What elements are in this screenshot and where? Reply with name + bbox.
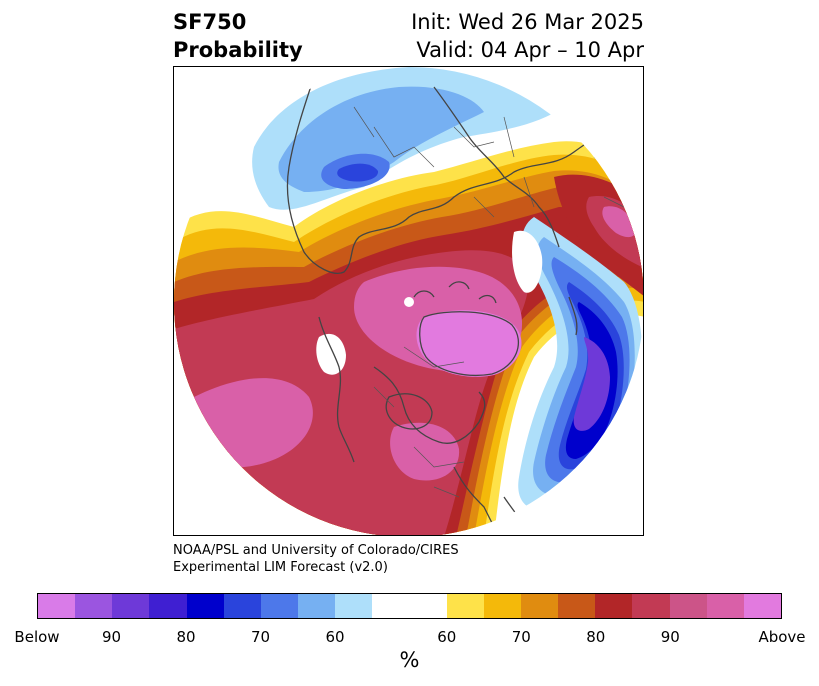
- colorbar-segment: [372, 594, 447, 618]
- init-date: Init: Wed 26 Mar 2025: [411, 10, 644, 34]
- coast-greenland: [419, 311, 520, 377]
- colorbar-unit: %: [399, 648, 420, 672]
- chart-title: SF750 Probability: [173, 8, 303, 64]
- coastlines: [286, 76, 635, 535]
- border-lines-central: [373, 346, 465, 498]
- colorbar-segment: [186, 594, 224, 618]
- coast-europe: [433, 86, 560, 248]
- border-lines-north: [353, 106, 535, 218]
- colorbar-segment: [335, 594, 373, 618]
- credit-text: NOAA/PSL and University of Colorado/CIRE…: [173, 542, 459, 576]
- probability-map: [173, 66, 644, 536]
- coast-eurasia: [286, 76, 635, 274]
- colorbar-segment: [298, 594, 336, 618]
- coast-northamerica: [373, 366, 486, 444]
- coast-alaska: [318, 316, 355, 463]
- colorbar-segment: [669, 594, 707, 618]
- below-normal-east: [518, 217, 643, 511]
- colorbar-ticks: Below 90 80 70 60 60 70 80 90 Above: [0, 628, 819, 648]
- coast-hudson: [385, 393, 433, 430]
- colorbar-tick-label: 80: [586, 628, 606, 646]
- colorbar-segment: [706, 594, 744, 618]
- title-variable: SF750: [173, 10, 247, 34]
- credit-line-2: Experimental LIM Forecast (v2.0): [173, 560, 388, 575]
- colorbar-tick-label: 90: [660, 628, 680, 646]
- colorbar-tick-label: Below: [14, 628, 60, 646]
- colorbar-segment: [743, 594, 782, 618]
- colorbar-tick-label: 70: [250, 628, 271, 646]
- valid-range: Valid: 04 Apr – 10 Apr: [416, 38, 644, 62]
- coast-japan: [568, 296, 578, 336]
- colorbar-tick-label: 60: [437, 628, 457, 646]
- colorbar: [37, 593, 782, 619]
- north-pole-marker: [404, 297, 414, 307]
- map-svg: [174, 67, 643, 535]
- colorbar-segment: [595, 594, 633, 618]
- credit-line-1: NOAA/PSL and University of Colorado/CIRE…: [173, 543, 459, 558]
- colorbar-segment: [260, 594, 299, 618]
- title-type: Probability: [173, 38, 303, 62]
- above-band-east-core: [602, 206, 636, 238]
- colorbar-tick-label: 60: [325, 628, 345, 646]
- colorbar-segment: [632, 594, 670, 618]
- coast-arctic-islands: [413, 281, 497, 304]
- colorbar-segment: [149, 594, 187, 618]
- colorbar-segment: [446, 594, 484, 618]
- below-normal-north: [252, 67, 564, 210]
- colorbar-segment: [75, 594, 113, 618]
- colorbar-tick-label: 90: [101, 628, 122, 646]
- below-north-70: [337, 163, 379, 182]
- colorbar-segment: [223, 594, 261, 618]
- colorbar-tick-label: 70: [511, 628, 531, 646]
- above-band-90: [193, 378, 313, 468]
- colorbar-segment: [483, 594, 522, 618]
- colorbar-segment: [521, 594, 559, 618]
- colorbar-tick-label: 80: [176, 628, 196, 646]
- below-east-90: [573, 337, 610, 431]
- forecast-dates: Init: Wed 26 Mar 2025 Valid: 04 Apr – 10…: [411, 8, 644, 64]
- above-band-max: [416, 310, 522, 377]
- near-normal-gap: [512, 230, 543, 293]
- colorbar-segment: [112, 594, 150, 618]
- colorbar-tick-label: Above: [758, 628, 806, 646]
- colorbar-segment: [38, 594, 76, 618]
- colorbar-segment: [558, 594, 596, 618]
